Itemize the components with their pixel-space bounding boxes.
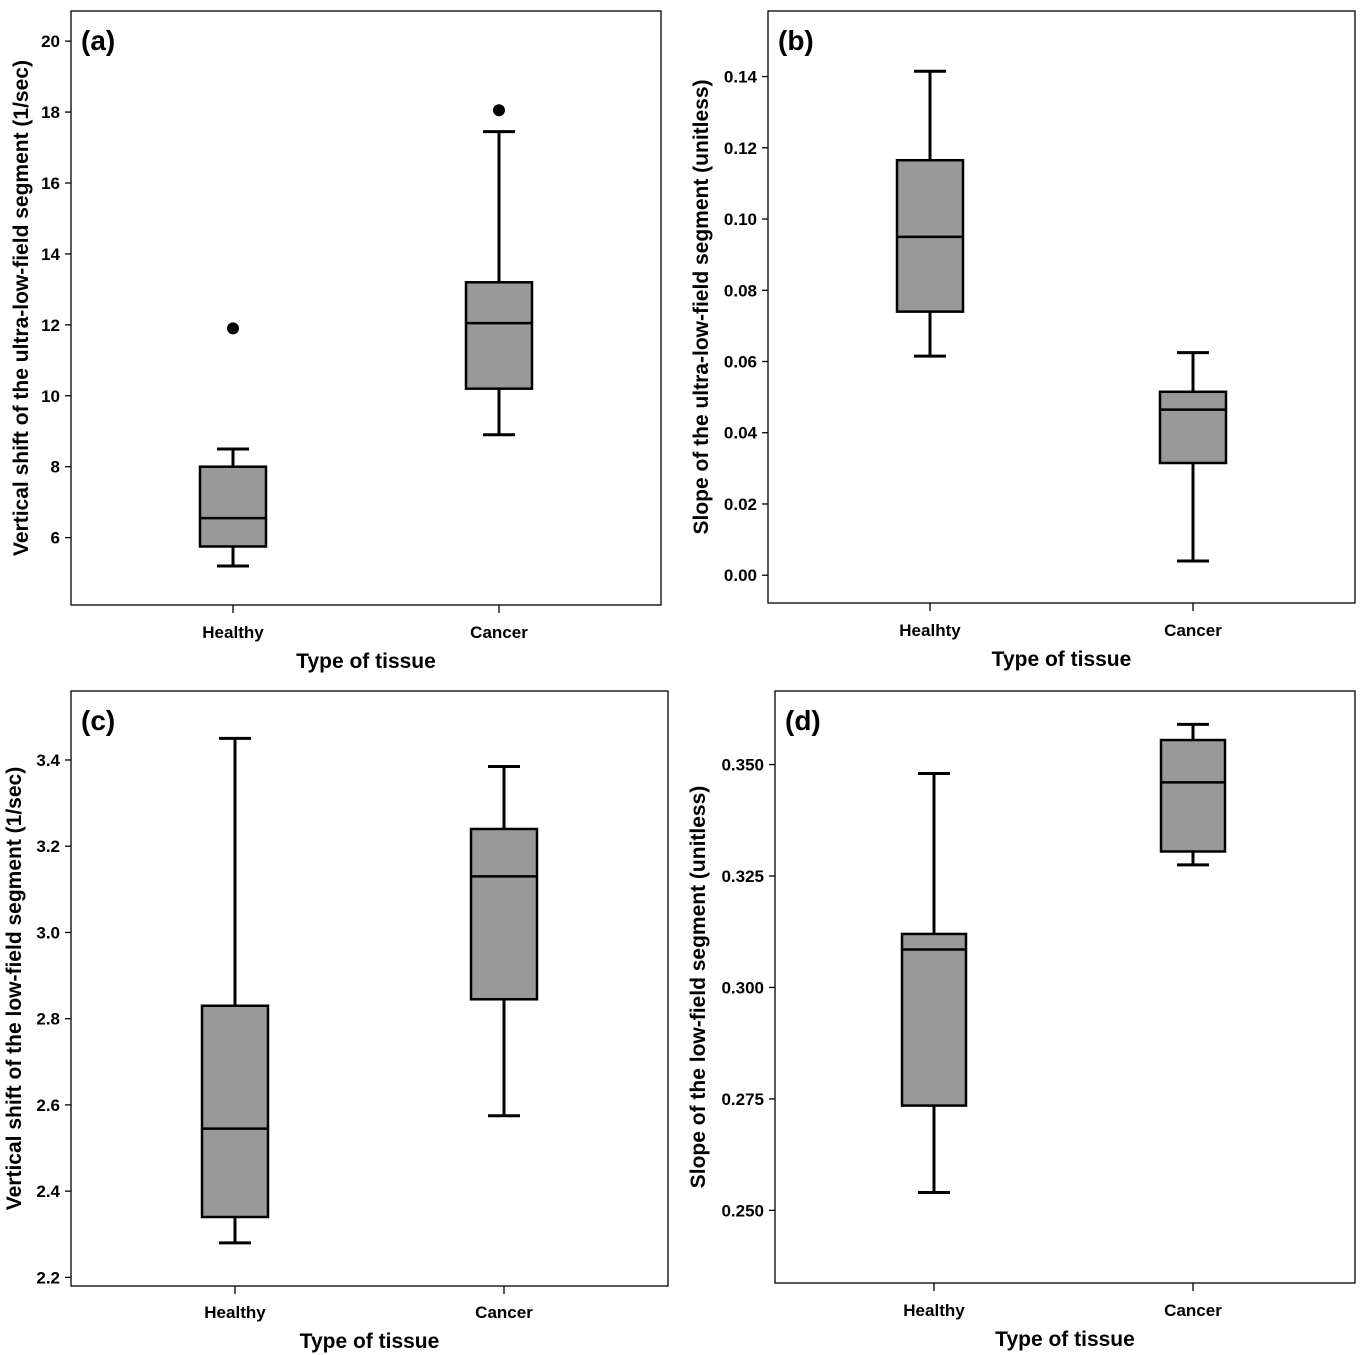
y-tick-label: 10 xyxy=(41,387,60,406)
y-tick-label: 0.350 xyxy=(721,756,764,775)
y-tick-label: 0.06 xyxy=(724,352,757,371)
outlier-point xyxy=(227,322,239,335)
panel-b: 0.00 0.02 0.04 0.06 0.08 0.10 0.12 0.14 Healhty C… xyxy=(690,10,1356,671)
y-tick-label: 0.250 xyxy=(721,1201,764,1220)
y-tick-label: 0.02 xyxy=(724,495,757,514)
box-cancer xyxy=(464,104,534,437)
y-tick-label: 2.2 xyxy=(36,1268,60,1287)
plot-frame xyxy=(774,690,1356,1284)
y-tick-label: 0.300 xyxy=(721,978,764,997)
box-healthy xyxy=(900,771,968,1195)
y-axis-title: Vertical shift of the low-field segment … xyxy=(3,767,26,1210)
iqr-box xyxy=(900,932,968,1107)
y-tick-label: 3.2 xyxy=(36,837,60,856)
y-tick-label: 2.4 xyxy=(36,1182,60,1201)
y-tick-label: 0.14 xyxy=(724,68,758,87)
y-axis-title: Slope of the low-field segment (unitless… xyxy=(687,786,710,1189)
box-healthy xyxy=(200,736,270,1245)
x-axis-title: Type of tissue xyxy=(296,650,436,673)
x-tick-label: Healhty xyxy=(899,621,961,640)
y-axis-title: Slope of the ultra-low-field segment (un… xyxy=(690,79,713,534)
y-tick-label: 14 xyxy=(41,245,60,264)
plot-frame xyxy=(70,690,669,1287)
panel-label: (b) xyxy=(778,25,814,56)
x-axis-title: Type of tissue xyxy=(992,648,1132,671)
box-healhty xyxy=(895,69,965,358)
y-tick-label: 0.275 xyxy=(721,1090,764,1109)
panel-label: (d) xyxy=(785,705,821,736)
panel-label: (a) xyxy=(81,25,115,56)
y-tick-label: 16 xyxy=(41,174,60,193)
panel-d: 0.250 0.275 0.300 0.325 0.350 Healthy Cancer Ty… xyxy=(687,690,1356,1351)
x-tick-label: Cancer xyxy=(475,1303,533,1322)
panel-label: (c) xyxy=(81,705,115,736)
box-cancer xyxy=(469,764,539,1118)
iqr-box xyxy=(200,1004,270,1219)
iqr-box xyxy=(198,465,268,548)
iqr-box xyxy=(1158,390,1228,465)
iqr-box xyxy=(464,281,534,390)
y-axis-title: Vertical shift of the ultra-low-field se… xyxy=(10,60,33,556)
y-tick-label: 0.325 xyxy=(721,867,764,886)
y-tick-label: 8 xyxy=(51,458,60,477)
y-tick-label: 20 xyxy=(41,32,60,51)
outlier-point xyxy=(493,104,505,117)
panel-a: 6 8 10 12 14 16 18 20 Healthy Cancer Type of tissu… xyxy=(10,10,662,673)
y-tick-label: 2.6 xyxy=(36,1096,60,1115)
y-tick-label: 0.00 xyxy=(724,566,757,585)
x-axis-title: Type of tissue xyxy=(300,1330,440,1353)
y-tick-label: 0.04 xyxy=(724,424,758,443)
x-tick-label: Cancer xyxy=(470,623,528,642)
x-tick-label: Healthy xyxy=(202,623,264,642)
y-tick-label: 0.08 xyxy=(724,281,757,300)
panel-c: 2.2 2.4 2.6 2.8 3.0 3.2 3.4 Healthy Cancer Type o… xyxy=(3,690,669,1353)
y-tick-label: 3.4 xyxy=(36,751,60,770)
box-cancer xyxy=(1158,351,1228,563)
x-tick-label: Healthy xyxy=(204,1303,266,1322)
x-tick-label: Cancer xyxy=(1164,621,1222,640)
x-tick-label: Cancer xyxy=(1164,1301,1222,1320)
plot-frame xyxy=(70,10,662,606)
y-tick-label: 2.8 xyxy=(36,1010,60,1029)
iqr-box xyxy=(469,827,539,1001)
box-healthy xyxy=(198,322,268,568)
x-axis-title: Type of tissue xyxy=(995,1328,1135,1351)
y-tick-label: 12 xyxy=(41,316,60,335)
iqr-box xyxy=(1159,738,1227,853)
y-tick-label: 0.10 xyxy=(724,210,757,229)
box-cancer xyxy=(1159,722,1227,867)
y-tick-label: 6 xyxy=(51,529,60,548)
y-tick-label: 0.12 xyxy=(724,139,757,158)
y-tick-label: 3.0 xyxy=(36,923,60,942)
x-tick-label: Healthy xyxy=(903,1301,965,1320)
plot-frame xyxy=(767,10,1356,604)
y-tick-label: 18 xyxy=(41,103,60,122)
